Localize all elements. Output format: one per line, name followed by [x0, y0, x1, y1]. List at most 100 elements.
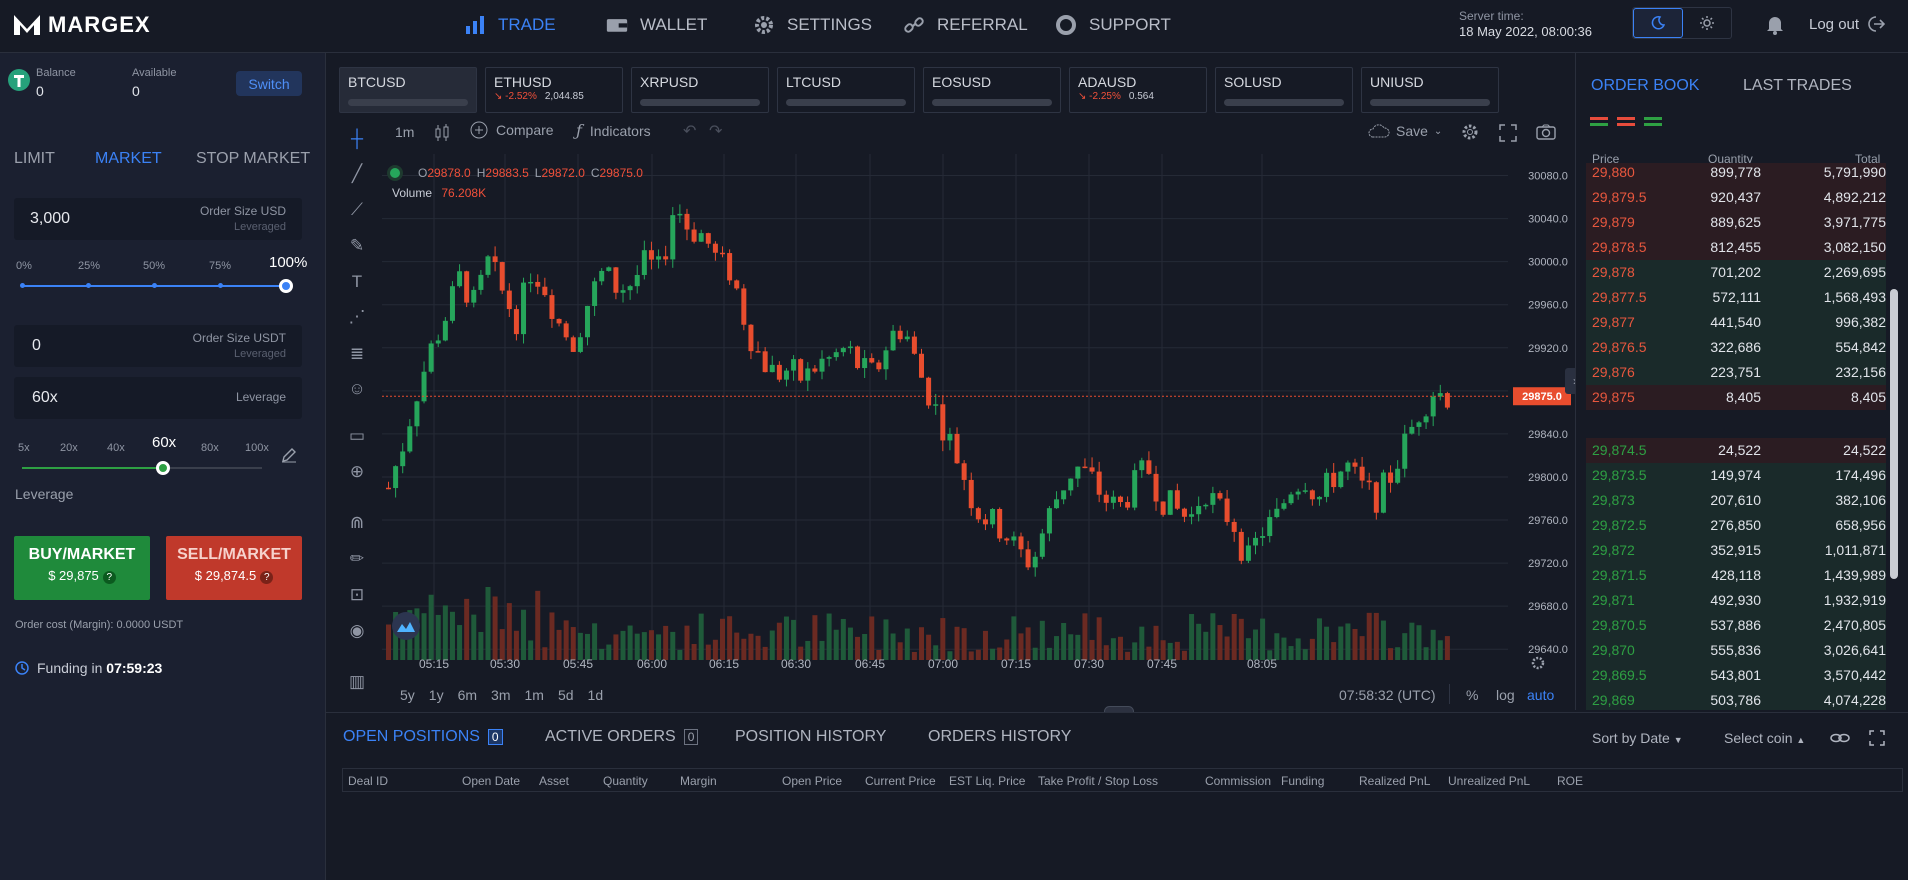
symbol-tab-xrpusd[interactable]: XRPUSD	[631, 67, 769, 113]
order-book-row[interactable]: 29,876 223,751 232,156	[1586, 360, 1886, 385]
tab-limit[interactable]: LIMIT	[14, 150, 55, 167]
order-book-row[interactable]: 29,872 352,915 1,011,871	[1586, 538, 1886, 563]
order-book-row[interactable]: 29,874.5 24,522 24,522	[1586, 438, 1886, 463]
tab-market[interactable]: MARKET	[95, 150, 162, 167]
tab-position-history[interactable]: POSITION HISTORY	[735, 728, 887, 745]
fib-icon[interactable]: ⟋	[351, 200, 363, 219]
col-header[interactable]: Take Profit / Stop Loss	[1038, 774, 1159, 788]
order-book-row[interactable]: 29,871 492,930 1,932,919	[1586, 588, 1886, 613]
candle-type-icon[interactable]	[434, 124, 450, 142]
measure-icon[interactable]: ≣	[349, 344, 365, 363]
nav-wallet[interactable]: WALLET	[606, 0, 707, 50]
size-slider-handle[interactable]	[279, 279, 293, 293]
leverage-slider-handle[interactable]	[156, 461, 170, 475]
link-chain-icon[interactable]	[1830, 731, 1850, 745]
symbol-tab-solusd[interactable]: SOLUSD	[1215, 67, 1353, 113]
leverage-field[interactable]: 60x Leverage	[14, 377, 302, 419]
order-book-row[interactable]: 29,877 441,540 996,382	[1586, 310, 1886, 335]
sell-market-button[interactable]: SELL/MARKET $ 29,874.5?	[166, 536, 302, 600]
order-book-scrollbar[interactable]	[1890, 289, 1898, 579]
col-header[interactable]: Quantity	[603, 774, 648, 788]
interval-button[interactable]: 1m	[395, 124, 415, 140]
col-header[interactable]: Realized PnL	[1359, 774, 1431, 788]
order-book-row[interactable]: 29,870 555,836 3,026,641	[1586, 638, 1886, 663]
buy-market-button[interactable]: BUY/MARKET $ 29,875?	[14, 536, 150, 600]
log-scale-button[interactable]: log	[1496, 687, 1515, 703]
symbol-tab-ltcusd[interactable]: LTCUSD	[777, 67, 915, 113]
zoom-icon[interactable]: ⊕	[349, 462, 365, 481]
order-size-usd-field[interactable]: 3,000 Order Size USD Leveraged	[14, 198, 302, 240]
order-book-row[interactable]: 29,873.5 149,974 174,496	[1586, 463, 1886, 488]
book-bids-icon[interactable]	[1644, 116, 1662, 128]
col-header[interactable]: Open Price	[782, 774, 843, 788]
order-book-row[interactable]: 29,869.5 543,801 3,570,442	[1586, 663, 1886, 688]
ruler-icon[interactable]: ▭	[348, 426, 366, 445]
unlock-icon[interactable]: ⊡	[349, 585, 365, 604]
chart-settings-icon[interactable]	[1460, 122, 1480, 142]
candlestick-chart[interactable]: 30080.030040.030000.029960.029920.029880…	[382, 154, 1572, 660]
expand-icon[interactable]	[1869, 730, 1885, 746]
help-icon[interactable]: ?	[260, 571, 274, 584]
range-5y[interactable]: 5y	[400, 687, 415, 703]
symbol-tab-uniusd[interactable]: UNIUSD	[1361, 67, 1499, 113]
symbol-tab-ethusd[interactable]: ETHUSD ↘ -2.52% 2,044.85	[485, 67, 623, 113]
range-6m[interactable]: 6m	[457, 687, 478, 703]
bell-icon[interactable]	[1766, 15, 1784, 35]
eye-icon[interactable]: ◉	[349, 621, 365, 640]
symbol-tab-adausd[interactable]: ADAUSD ↘ -2.25% 0.564	[1069, 67, 1207, 113]
auto-scale-button[interactable]: auto	[1527, 687, 1555, 703]
tab-open-positions[interactable]: OPEN POSITIONS 0	[343, 728, 503, 746]
theme-toggle[interactable]	[1632, 7, 1732, 39]
col-header[interactable]: Margin	[680, 774, 717, 788]
col-header[interactable]: Commission	[1205, 774, 1272, 788]
brand-logo[interactable]: MARGEX	[12, 12, 151, 38]
indicators-button[interactable]: ƒ Indicators	[576, 121, 651, 140]
order-book-row[interactable]: 29,877.5 572,111 1,568,493	[1586, 285, 1886, 310]
nav-trade[interactable]: TRADE	[464, 0, 556, 50]
col-header[interactable]: Current Price	[865, 774, 936, 788]
symbol-tab-btcusd[interactable]: BTCUSD	[339, 67, 477, 113]
book-both-icon[interactable]	[1590, 116, 1608, 128]
range-1d[interactable]: 1d	[587, 687, 604, 703]
coin-dropdown[interactable]: Select coin ▲	[1724, 730, 1805, 746]
tab-stop-market[interactable]: STOP MARKET	[196, 150, 311, 167]
magnet-icon[interactable]: ⋒	[349, 513, 365, 532]
order-book-row[interactable]: 29,879 889,625 3,971,775	[1586, 210, 1886, 235]
axis-settings-icon[interactable]	[1530, 655, 1546, 671]
range-5d[interactable]: 5d	[557, 687, 574, 703]
col-header[interactable]: Open Date	[462, 774, 521, 788]
order-book-row[interactable]: 29,870.5 537,886 2,470,805	[1586, 613, 1886, 638]
tab-active-orders[interactable]: ACTIVE ORDERS 0	[545, 728, 699, 746]
col-header[interactable]: ROE	[1557, 774, 1584, 788]
col-header[interactable]: Unrealized PnL	[1448, 774, 1531, 788]
nav-support[interactable]: SUPPORT	[1055, 0, 1171, 50]
col-header[interactable]: Asset	[539, 774, 570, 788]
save-button[interactable]: Save ⌄	[1368, 123, 1442, 139]
help-icon[interactable]: ?	[102, 571, 116, 584]
redo-icon[interactable]: ↷	[709, 123, 723, 140]
order-book-row[interactable]: 29,879.5 920,437 4,892,212	[1586, 185, 1886, 210]
emoji-icon[interactable]: ☺	[348, 379, 366, 398]
lock-draw-icon[interactable]: ✏	[349, 549, 365, 568]
range-3m[interactable]: 3m	[491, 687, 511, 703]
undo-icon[interactable]: ↶	[683, 123, 697, 140]
tab-orders-history[interactable]: ORDERS HISTORY	[928, 728, 1072, 745]
fullscreen-icon[interactable]	[1499, 124, 1517, 142]
switch-button[interactable]: Switch	[236, 71, 302, 96]
order-book-row[interactable]: 29,876.5 322,686 554,842	[1586, 335, 1886, 360]
col-header[interactable]: EST Liq. Price	[949, 774, 1026, 788]
order-book-row[interactable]: 29,880 899,778 5,791,990	[1586, 163, 1886, 185]
text-icon[interactable]: T	[351, 272, 363, 291]
leverage-slider-fill[interactable]	[22, 467, 162, 469]
brush-icon[interactable]: ✎	[349, 236, 365, 255]
book-asks-icon[interactable]	[1617, 116, 1635, 128]
order-book-row[interactable]: 29,869 503,786 4,074,228	[1586, 688, 1886, 710]
pencil-icon[interactable]	[281, 447, 297, 463]
camera-icon[interactable]	[1536, 124, 1556, 140]
light-mode-button[interactable]	[1683, 8, 1731, 38]
order-book-row[interactable]: 29,873 207,610 382,106	[1586, 488, 1886, 513]
range-1m[interactable]: 1m	[524, 687, 544, 703]
percent-scale-button[interactable]: %	[1466, 687, 1479, 703]
crosshair-icon[interactable]: ┼	[350, 129, 364, 148]
sort-dropdown[interactable]: Sort by Date ▼	[1592, 730, 1683, 746]
